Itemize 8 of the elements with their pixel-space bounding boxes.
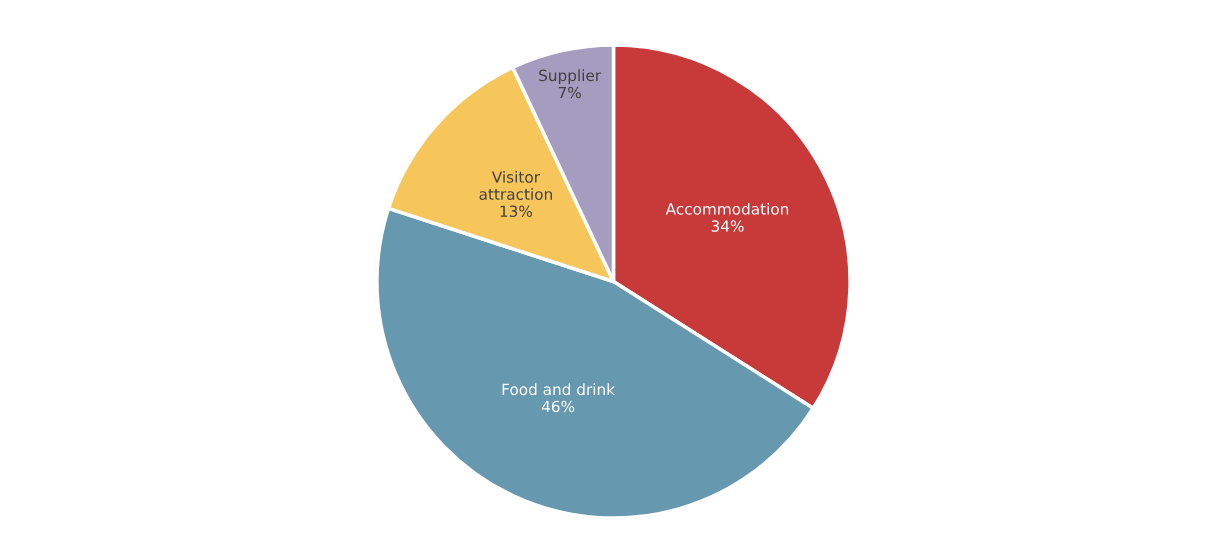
slice-label: Supplier <box>539 69 602 85</box>
data-label: 34% <box>711 220 744 232</box>
slice-label: Visitor attraction <box>479 170 552 200</box>
data-label: 7% <box>558 86 581 99</box>
slice-label: Food and drink <box>502 383 615 396</box>
data-label: 46% <box>541 400 575 413</box>
slice-label: Accommodation <box>665 202 789 215</box>
data-label: 13% <box>500 205 533 218</box>
